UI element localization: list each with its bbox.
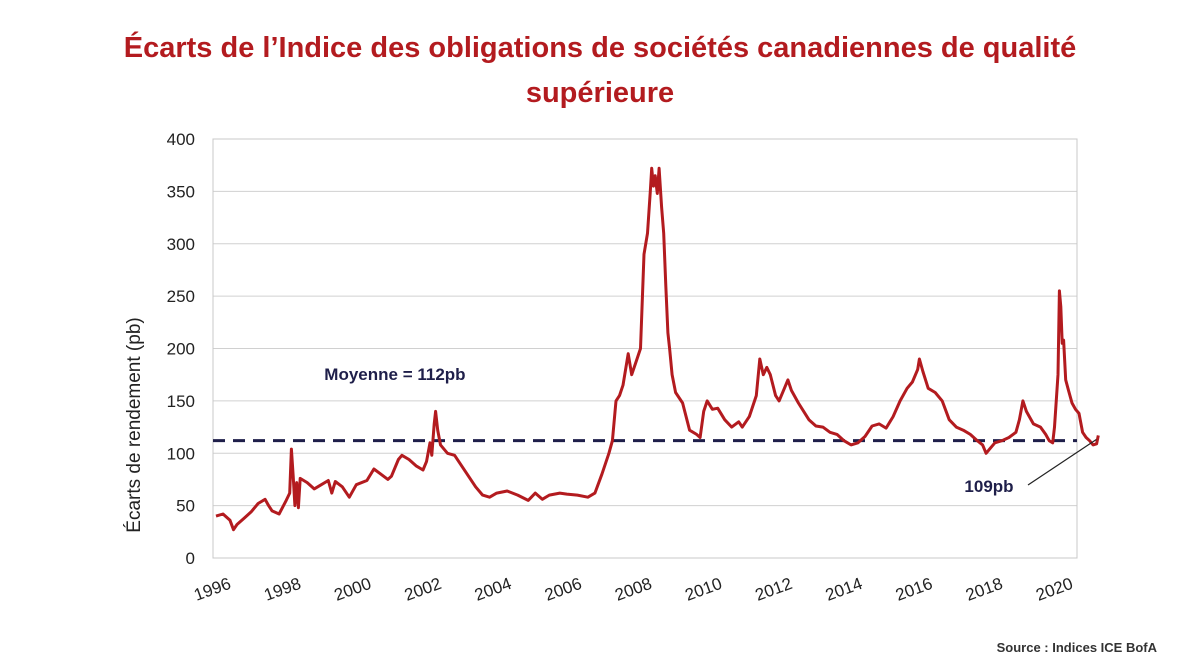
- y-tick-label: 150: [167, 392, 195, 411]
- y-tick-label: 350: [167, 182, 195, 201]
- x-tick-label: 2002: [402, 574, 444, 605]
- x-tick-label: 2014: [823, 574, 865, 605]
- x-tick-label: 1998: [261, 574, 303, 605]
- end-value-leader-line: [1027, 438, 1097, 486]
- end-value-label: 109pb: [964, 477, 1013, 496]
- x-tick-label: 2016: [893, 574, 935, 605]
- series-line-spread: [215, 166, 1100, 532]
- x-tick-label: 2012: [753, 574, 795, 605]
- x-tick-label: 2008: [612, 574, 654, 605]
- chart-title: Écarts de l’Indice des obligations de so…: [0, 26, 1200, 116]
- chart-title-line-2: supérieure: [525, 77, 675, 109]
- y-tick-label: 200: [167, 340, 195, 359]
- x-tick-label: 2004: [472, 574, 514, 605]
- y-axis-label: Écarts de rendement (pb): [124, 317, 145, 532]
- x-tick-label: 2000: [332, 574, 374, 605]
- y-tick-label: 50: [176, 497, 195, 516]
- plot-frame: [212, 138, 1078, 559]
- x-tick-label: 1996: [191, 574, 233, 605]
- chart-title-line-1: Écarts de l’Indice des obligations de so…: [123, 32, 1077, 64]
- x-tick-label: 2006: [542, 574, 584, 605]
- average-label: Moyenne = 112pb: [324, 365, 465, 384]
- y-tick-label: 400: [167, 130, 195, 149]
- y-axis-ticks: 0 50 100 150 200 250 300 350 400: [167, 130, 195, 568]
- x-tick-label: 2020: [1033, 574, 1075, 605]
- x-tick-label: 2018: [963, 574, 1005, 605]
- x-axis-ticks: 1996 1998 2000 2002 2004 2006 2008 2010 2012 2014…: [191, 574, 1075, 605]
- grid: [213, 138, 1077, 507]
- source-note: Source : Indices ICE BofA: [996, 640, 1157, 655]
- y-tick-label: 0: [186, 549, 195, 568]
- y-tick-label: 100: [167, 444, 195, 463]
- y-tick-label: 300: [167, 235, 195, 254]
- x-tick-label: 2010: [682, 574, 724, 605]
- y-tick-label: 250: [167, 287, 195, 306]
